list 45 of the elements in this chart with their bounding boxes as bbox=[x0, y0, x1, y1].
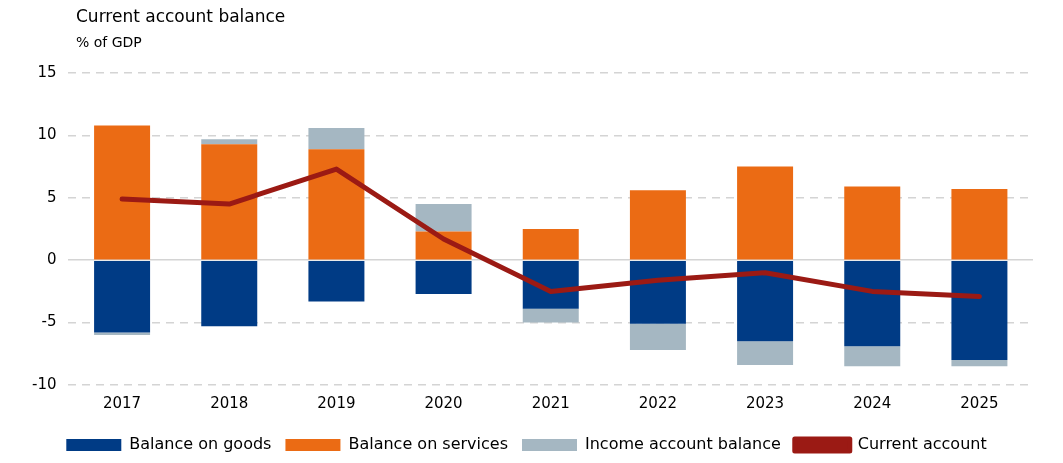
x-tick-label: 2018 bbox=[210, 393, 249, 412]
y-tick-label: 0 bbox=[46, 250, 57, 269]
bar bbox=[737, 260, 794, 342]
legend-label: Income account balance bbox=[585, 434, 781, 454]
bar bbox=[951, 360, 1008, 367]
bar bbox=[844, 260, 901, 347]
bar bbox=[308, 260, 365, 302]
bar bbox=[201, 260, 258, 327]
bar bbox=[201, 144, 258, 260]
x-tick-label: 2022 bbox=[638, 393, 678, 412]
legend-label: Balance on services bbox=[348, 434, 508, 454]
bar bbox=[951, 260, 1008, 361]
legend-label: Current account bbox=[857, 434, 987, 454]
x-tick-label: 2024 bbox=[853, 393, 892, 412]
y-tick-label: -5 bbox=[41, 312, 57, 331]
x-tick-label: 2021 bbox=[531, 393, 570, 412]
bar bbox=[308, 149, 365, 260]
y-tick-label: 10 bbox=[37, 125, 57, 144]
bar bbox=[844, 346, 901, 367]
x-tick-label: 2017 bbox=[102, 393, 142, 412]
x-tick-label: 2019 bbox=[317, 393, 356, 412]
x-tick-label: 2020 bbox=[424, 393, 463, 412]
bar bbox=[94, 260, 151, 333]
chart-title: Current account balance bbox=[76, 6, 286, 26]
y-tick-label: -10 bbox=[32, 374, 57, 393]
bar bbox=[94, 125, 151, 260]
bar bbox=[522, 229, 579, 260]
bar bbox=[629, 260, 686, 324]
bar bbox=[737, 341, 794, 366]
bar bbox=[415, 260, 472, 294]
bar bbox=[844, 186, 901, 260]
bar bbox=[629, 323, 686, 351]
bar bbox=[201, 139, 258, 145]
bar bbox=[522, 308, 579, 323]
chart-subtitle: % of GDP bbox=[76, 34, 142, 50]
x-tick-label: 2023 bbox=[745, 393, 785, 412]
bar bbox=[629, 190, 686, 260]
y-tick-label: 15 bbox=[37, 62, 57, 81]
x-tick-label: 2025 bbox=[960, 393, 999, 412]
legend-label: Balance on goods bbox=[129, 434, 272, 454]
y-tick-label: 5 bbox=[46, 187, 57, 206]
bar bbox=[951, 189, 1008, 260]
bar bbox=[415, 204, 472, 232]
bar bbox=[308, 127, 365, 150]
bar bbox=[737, 166, 794, 260]
